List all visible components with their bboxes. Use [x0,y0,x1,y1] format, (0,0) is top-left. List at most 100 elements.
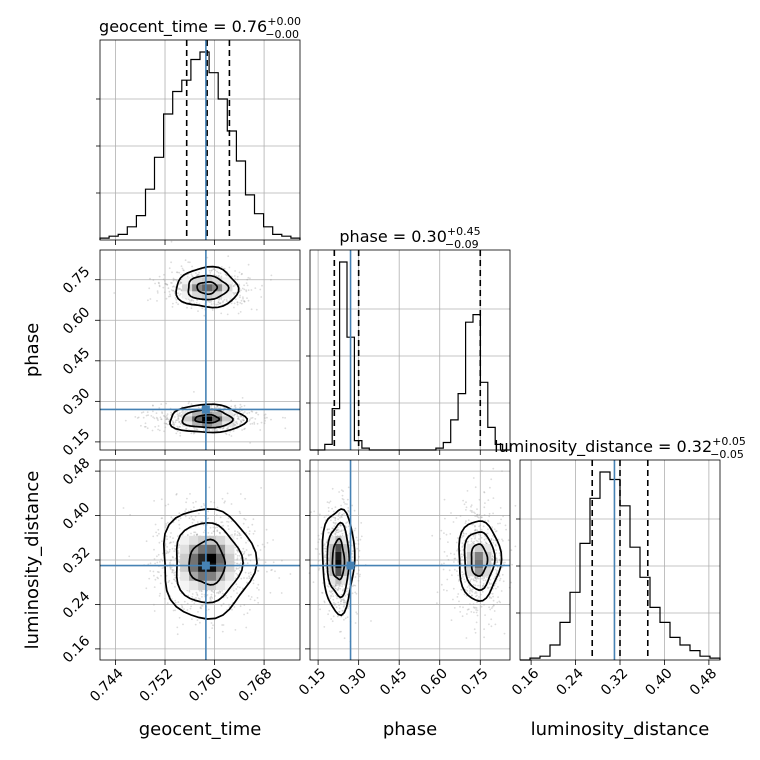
density-cell [202,416,213,422]
scatter-point [477,540,479,543]
scatter-point [207,608,210,611]
scatter-point [483,628,485,630]
scatter-point [461,588,463,591]
scatter-point [190,515,193,518]
scatter-point [171,569,174,571]
scatter-point [336,529,338,532]
scatter-point [254,418,257,420]
scatter-point [357,579,360,582]
scatter-point [232,426,234,429]
scatter-point [215,514,218,517]
scatter-point [486,576,488,579]
scatter-point [461,546,464,548]
scatter-point [342,498,345,501]
scatter-point [156,534,159,537]
scatter-point [331,590,334,592]
scatter-point [335,531,338,534]
scatter-point [335,529,338,532]
scatter-point [240,421,243,424]
scatter-point [180,265,183,268]
scatter-point [475,611,478,614]
scatter-point [156,300,158,302]
scatter-point [156,561,159,564]
scatter-point [244,518,247,521]
scatter-point [234,569,237,572]
scatter-point [161,540,163,542]
scatter-point [358,549,361,552]
scatter-point [330,519,332,522]
scatter-point [166,417,169,419]
scatter-point [227,521,230,523]
scatter-point [136,417,139,419]
scatter-point [160,517,163,520]
scatter-point [163,415,166,418]
scatter-point [253,599,256,602]
scatter-point [248,575,251,578]
scatter-point [230,503,233,505]
scatter-point [356,559,359,562]
scatter-point [471,511,473,514]
scatter-point [184,259,187,262]
scatter-point [171,571,174,574]
scatter-point [167,581,170,584]
scatter-point [157,577,160,580]
scatter-point [208,429,211,431]
scatter-point [236,531,239,533]
scatter-point [472,584,475,586]
scatter-point [197,512,200,515]
scatter-point [470,611,473,613]
x-axis-label-luminosity_distance: luminosity_distance [531,719,710,740]
scatter-point [353,584,355,587]
scatter-point [164,504,167,507]
scatter-point [278,577,281,579]
scatter-point [245,626,248,629]
scatter-point [337,515,340,517]
scatter-point [149,277,151,280]
scatter-point [440,583,443,586]
scatter-point [148,287,151,290]
scatter-point [236,413,239,416]
density-cell [222,416,233,422]
scatter-point [178,421,181,424]
density-cell [335,568,342,577]
scatter-point [172,290,174,292]
scatter-point [346,587,349,590]
scatter-point [327,510,330,513]
scatter-point [219,427,222,430]
scatter-point [171,555,174,558]
scatter-point [471,594,473,597]
scatter-point [230,435,233,437]
scatter-point [469,579,472,582]
scatter-point [166,602,169,604]
scatter-point [240,537,243,539]
scatter-point [500,518,502,521]
scatter-point [463,503,466,506]
scatter-point [334,603,337,606]
scatter-point [464,522,467,524]
scatter-point [153,574,155,577]
scatter-point [465,532,468,535]
scatter-point [217,301,220,304]
scatter-point [474,515,477,517]
scatter-point [246,278,249,281]
scatter-point [241,397,244,399]
grid-layer [100,40,720,660]
scatter-point [172,289,175,292]
scatter-point [171,420,174,422]
scatter-point [463,593,466,596]
density-cell [474,560,484,569]
scatter-point [247,553,250,556]
scatter-point [222,410,225,412]
scatter-point [236,557,239,560]
scatter-point [225,433,228,436]
scatter-point [440,529,443,532]
scatter-point [152,535,155,538]
scatter-point [240,415,243,417]
scatter-point [149,570,152,572]
scatter-point [348,541,351,544]
scatter-point [240,289,242,292]
scatter-point [176,425,179,428]
scatter-point [187,298,190,300]
scatter-point [346,498,349,501]
scatter-point [327,506,330,509]
